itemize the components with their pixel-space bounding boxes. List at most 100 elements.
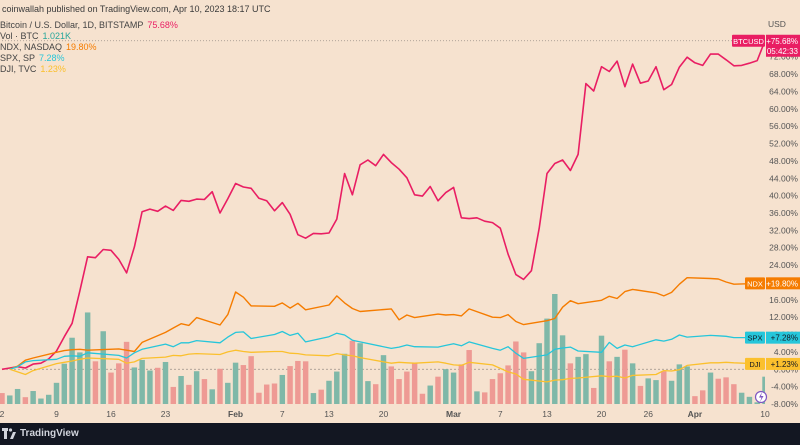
x-tick-label: 13 — [542, 409, 552, 419]
volume-bar — [707, 372, 714, 404]
legend-row-ndx[interactable]: NDX, NASDAQ 19.80% — [0, 42, 178, 53]
volume-bar — [466, 350, 472, 404]
volume-bar — [544, 318, 550, 404]
volume-bar — [372, 384, 379, 404]
publisher-line: coinwallah published on TradingView.com,… — [2, 4, 271, 14]
volume-bar — [676, 364, 683, 404]
volume-bar — [684, 366, 690, 404]
value-badge-text: +75.68% — [766, 37, 798, 46]
series-tag-btcusd — [732, 34, 765, 47]
legend-row-volume[interactable]: Vol · BTC 1.021K — [0, 31, 178, 42]
legend-row-dji[interactable]: DJI, TVC 1.23% — [0, 64, 178, 75]
volume-bar — [77, 352, 83, 404]
volume-bar — [271, 383, 278, 404]
volume-bar — [123, 341, 130, 404]
y-tick-label: 60.00% — [769, 104, 798, 114]
countdown-timer: 05:42:33 — [767, 47, 799, 56]
volume-bar — [653, 380, 659, 404]
volume-bar — [567, 363, 574, 404]
volume-bar — [715, 378, 722, 404]
volume-bar — [365, 381, 371, 404]
volume-bar — [217, 368, 223, 404]
x-tick-label: 23 — [161, 409, 171, 419]
y-tick-label: -4.00% — [771, 382, 798, 392]
volume-bar — [629, 363, 636, 404]
y-tick-label: -8.00% — [771, 399, 798, 409]
volume-bar — [497, 373, 504, 404]
legend-value: 7.28% — [39, 53, 65, 63]
x-tick-label: 26 — [643, 409, 653, 419]
volume-bar — [256, 392, 262, 404]
volume-bar — [489, 379, 496, 404]
y-tick-label: 52.00% — [769, 139, 798, 149]
value-badge-text: +1.23% — [771, 360, 798, 369]
y-tick-label: 48.00% — [769, 156, 798, 166]
x-tick-label: 9 — [54, 409, 59, 419]
chart-legend: Bitcoin / U.S. Dollar, 1D, BITSTAMP 75.68… — [0, 20, 178, 75]
y-tick-label: 56.00% — [769, 121, 798, 131]
volume-bar — [598, 335, 605, 404]
volume-bar — [583, 354, 589, 404]
volume-bar — [699, 390, 706, 404]
series-tag-ndx — [745, 277, 765, 290]
x-tick-label: 13 — [324, 409, 334, 419]
y-tick-label: 16.00% — [769, 295, 798, 305]
y-tick-label: 36.00% — [769, 208, 798, 218]
x-tick-label: 20 — [597, 409, 607, 419]
tradingview-logo-icon — [2, 428, 16, 439]
volume-bar — [614, 356, 620, 404]
volume-bar — [139, 359, 145, 404]
volume-bar — [162, 361, 169, 404]
volume-bar — [7, 395, 13, 404]
legend-row-spx[interactable]: SPX, SP 7.28% — [0, 53, 178, 64]
price-axis-panel — [765, 18, 800, 423]
y-tick-label: 64.00% — [769, 86, 798, 96]
volume-bar — [69, 337, 75, 404]
volume-bar — [559, 335, 566, 404]
value-badge-dji — [766, 357, 800, 370]
footer-bar: TradingView — [0, 423, 800, 445]
x-tick-label: Feb — [228, 409, 243, 419]
volume-bar — [92, 361, 99, 404]
volume-bar — [474, 391, 480, 404]
volume-bar — [723, 377, 729, 404]
legend-name: DJI, TVC — [0, 64, 37, 74]
volume-bar — [575, 356, 581, 404]
x-tick-label: 7 — [498, 409, 503, 419]
volume-bar — [435, 376, 441, 404]
chart-svg[interactable]: USD-8.00%-4.00%0.00%4.00%8.00%12.00%16.0… — [0, 0, 800, 423]
volume-bar — [746, 396, 753, 404]
lightning-glyph — [759, 392, 764, 402]
volume-bar — [248, 356, 254, 404]
value-badge-btcusd — [766, 34, 800, 57]
volume-bar — [178, 375, 184, 404]
volume-bar — [443, 369, 449, 404]
legend-value: 75.68% — [147, 20, 178, 30]
volume-bar — [357, 343, 363, 404]
volume-bar — [209, 389, 215, 404]
volume-bar — [318, 389, 324, 404]
volume-bar — [193, 371, 200, 404]
x-tick-label: Mar — [446, 409, 462, 419]
volume-bar — [396, 379, 402, 404]
volume-bar — [240, 365, 247, 404]
series-line-spx — [9, 330, 765, 370]
legend-row-btcusd[interactable]: Bitcoin / U.S. Dollar, 1D, BITSTAMP 75.68… — [0, 20, 178, 31]
legend-value: 1.021K — [42, 31, 72, 41]
y-tick-label: 44.00% — [769, 173, 798, 183]
volume-bar — [645, 378, 651, 404]
volume-bar — [528, 371, 535, 404]
volume-bar — [520, 352, 527, 404]
volume-bar — [341, 353, 348, 404]
volume-bar — [279, 374, 286, 404]
volume-bar — [131, 367, 138, 404]
volume-bar — [225, 382, 231, 404]
footer-brand: TradingView — [20, 428, 79, 439]
volume-bar — [450, 372, 457, 404]
x-tick-label: 20 — [379, 409, 389, 419]
volume-bar — [731, 384, 737, 404]
volume-bar — [14, 388, 21, 404]
legend-name: Bitcoin / U.S. Dollar, 1D, BITSTAMP — [0, 20, 144, 30]
volume-bar — [154, 367, 161, 404]
